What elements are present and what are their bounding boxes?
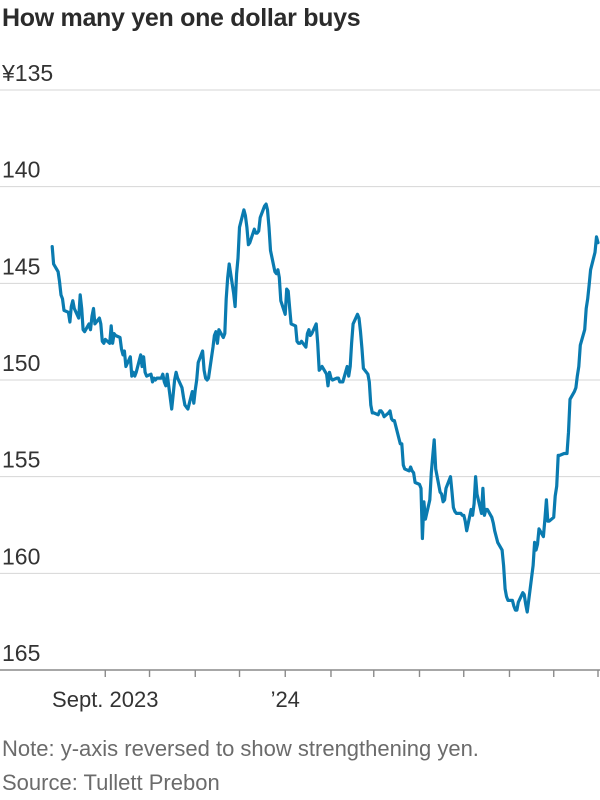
y-tick-140: 140: [2, 157, 40, 183]
y-gridlines: [0, 89, 600, 671]
y-tick-150: 150: [2, 350, 40, 376]
y-tick-135: ¥135: [1, 60, 53, 86]
line-chart: ¥135 140 145 150 155 160 165 Sept. 2023 ’24: [0, 60, 600, 712]
y-tick-labels: ¥135 140 145 150 155 160 165: [1, 60, 53, 666]
x-label-2023-09-01: Sept. 2023: [52, 687, 158, 712]
x-tick-labels: Sept. 2023 ’24: [52, 687, 300, 712]
y-tick-155: 155: [2, 447, 40, 473]
chart-title: How many yen one dollar buys: [2, 4, 361, 32]
y-tick-160: 160: [2, 543, 40, 569]
x-axis-ticks: [104, 670, 599, 677]
chart-source: Source: Tullett Prebon: [2, 770, 220, 795]
chart-note: Note: y-axis reversed to show strengthen…: [2, 736, 479, 761]
series-line-usd-jpy: [50, 202, 600, 614]
y-tick-145: 145: [2, 253, 40, 279]
x-label-2024-01-01: ’24: [271, 687, 300, 712]
y-tick-165: 165: [2, 640, 40, 666]
